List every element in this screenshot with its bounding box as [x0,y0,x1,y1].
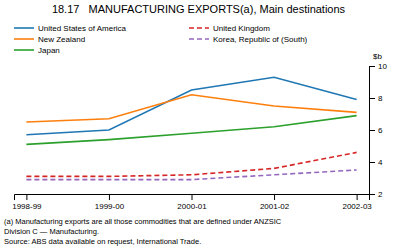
x-tick-label: 1999-00 [95,202,125,211]
legend-swatch [14,27,34,29]
y-tick: 4 [369,158,383,167]
x-tick-mark [26,194,27,200]
y-tick: 10 [369,62,387,71]
y-tick: 2 [369,190,383,199]
legend-label: United States of America [38,24,127,33]
y-tick: 6 [369,126,383,135]
x-tick-label: 2000-01 [177,202,207,211]
legend-item: Japan [14,46,60,55]
y-tick-mark [369,66,375,67]
legend-item: Korea, Republic of (South) [189,35,308,44]
y-tick-mark [369,162,375,163]
plot-area [26,77,356,179]
x-tick: 2002-03 [342,194,372,211]
y-tick: 8 [369,94,383,103]
legend-swatch [14,38,34,40]
y-tick-label: 6 [378,126,383,135]
annotation: Source: ABS data available on request, I… [4,237,201,246]
legend-label: New Zealand [38,35,85,44]
legend-label: Japan [38,46,60,55]
x-axis-line [15,195,370,201]
y-axis: 2 4 6 8 10 [369,62,387,199]
y-axis-label: $b [373,52,382,61]
x-tick: 2000-01 [177,194,207,211]
y-tick-label: 4 [378,158,383,167]
legend-swatch [189,27,209,29]
legend-item: New Zealand [14,35,85,44]
legend-label: United Kingdom [213,24,270,33]
y-tick-label: 2 [378,190,383,199]
legend-swatch [14,49,34,51]
y-tick-mark [369,98,375,99]
legend-item: United Kingdom [189,24,270,33]
series-line [26,116,356,145]
legend-label: Korea, Republic of (South) [213,35,308,44]
y-tick-mark [369,130,375,131]
x-tick: 1999-00 [95,194,125,211]
x-tick: 2001-02 [260,194,290,211]
x-tick-mark [274,194,275,200]
chart: 18.17 MANUFACTURING EXPORTS(a), Main des… [0,0,397,252]
y-tick-label: 8 [378,94,383,103]
x-tick-label: 2002-03 [342,202,372,211]
series-line [26,170,356,180]
x-axis: 1998-99 1999-00 2000-01 2001-02 2002-03 [12,194,372,211]
y-axis-line [370,67,376,195]
annotation: (a) Manufacturing exports are all those … [4,217,282,226]
legend-item: United States of America [14,24,127,33]
legend: United States of America New Zealand Japan… [14,24,308,55]
legend-swatch [189,38,209,40]
x-tick-label: 2001-02 [260,202,290,211]
title: 18.17 MANUFACTURING EXPORTS(a), Main des… [52,3,346,15]
annotation: Division C — Manufacturing. [4,227,99,236]
x-tick: 1998-99 [12,194,42,211]
x-tick-mark [192,194,193,200]
x-tick-mark [357,194,358,200]
x-tick-mark [109,194,110,200]
x-tick-label: 1998-99 [12,202,42,211]
series-line [26,77,356,135]
series-line [26,95,356,122]
y-tick-label: 10 [378,62,387,71]
